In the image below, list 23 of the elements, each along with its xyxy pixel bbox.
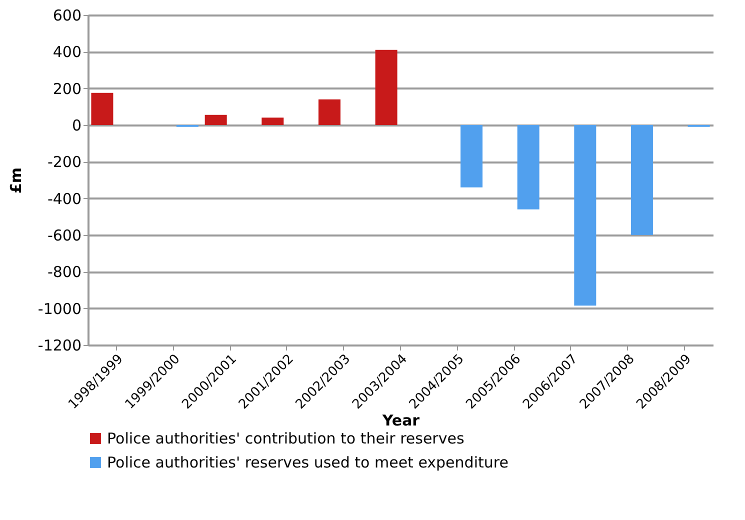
bar xyxy=(630,125,653,235)
bar xyxy=(91,92,114,125)
y-tick-label: 600 xyxy=(52,6,82,24)
bar xyxy=(517,125,540,210)
y-tick-label: -600 xyxy=(47,226,82,244)
bar xyxy=(318,99,340,125)
y-tick-label: -200 xyxy=(47,153,82,172)
y-tick-label: 400 xyxy=(52,43,82,62)
legend-label: Police authorities' reserves used to meet expenditure xyxy=(107,454,508,472)
bar xyxy=(204,114,227,125)
y-tick-label: 0 xyxy=(72,116,82,134)
legend-label: Police authorities' contribution to their reserves xyxy=(107,430,464,448)
bar xyxy=(460,125,483,188)
bar xyxy=(262,118,284,125)
bar xyxy=(375,50,398,125)
y-tick-label: -400 xyxy=(47,190,82,208)
y-axis-title: £m xyxy=(6,167,25,194)
y-tick-label: -1200 xyxy=(38,336,82,354)
y-tick-label: -1000 xyxy=(38,300,82,318)
x-axis-title: Year xyxy=(381,412,420,430)
y-tick-label: -800 xyxy=(47,263,82,282)
y-tick-label: 200 xyxy=(52,80,82,98)
bar xyxy=(574,125,596,306)
